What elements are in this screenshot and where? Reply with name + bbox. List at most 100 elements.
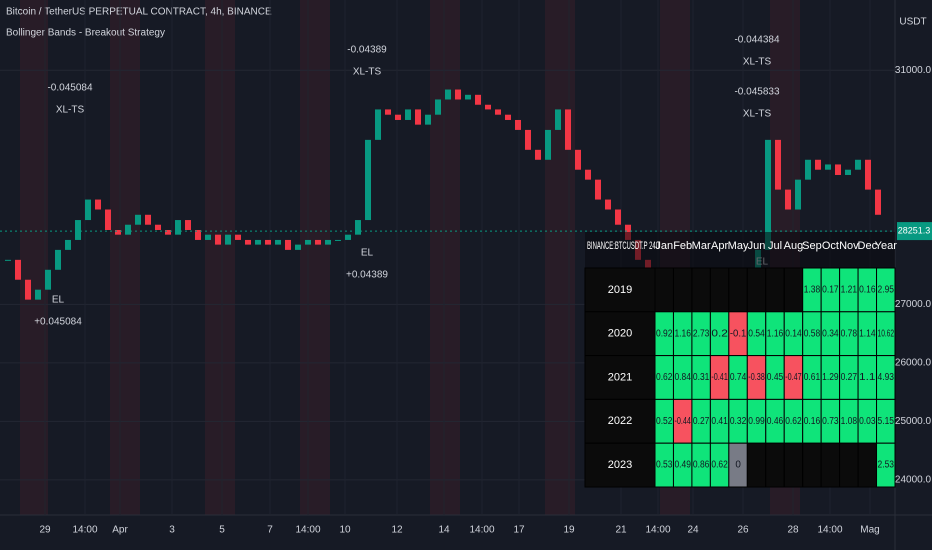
price-tick-label: 25000.0 bbox=[895, 416, 932, 427]
price-tick-label: 24000.0 bbox=[895, 475, 932, 486]
candle bbox=[845, 169, 851, 175]
table-column-header: Apr bbox=[711, 240, 728, 252]
candle bbox=[225, 234, 231, 245]
candle bbox=[855, 159, 861, 170]
table-cell bbox=[876, 442, 896, 488]
candle bbox=[465, 94, 471, 100]
table-row-label: 2020 bbox=[608, 328, 632, 340]
table-cell-value: 0.46 bbox=[767, 416, 784, 427]
table-cell-value: 0.62 bbox=[785, 416, 802, 427]
candle bbox=[615, 209, 621, 225]
candle bbox=[355, 220, 361, 235]
table-row-label-bg bbox=[584, 355, 656, 400]
table-cell bbox=[857, 442, 878, 488]
time-tick-label: 14 bbox=[438, 525, 450, 536]
last-price-label: 28251.3 bbox=[898, 225, 931, 235]
table-cell bbox=[820, 442, 841, 488]
table-cell-value: 1.1 bbox=[859, 372, 876, 383]
table-cell-value: 0.78 bbox=[841, 328, 858, 339]
candle bbox=[875, 189, 881, 215]
table-cell bbox=[765, 442, 785, 488]
table-cell-value: 1.16 bbox=[767, 328, 784, 339]
currency: USDT bbox=[899, 17, 926, 28]
candle bbox=[265, 239, 271, 245]
candle bbox=[495, 109, 501, 115]
table-cell-value: 1.08 bbox=[841, 416, 858, 427]
table-row-label: 2019 bbox=[608, 284, 632, 296]
table-column-header: Year bbox=[875, 240, 898, 252]
table-cell bbox=[783, 442, 804, 488]
table-cell-value: 0.14 bbox=[785, 328, 802, 339]
candle bbox=[385, 109, 391, 115]
time-tick-label: 14:00 bbox=[72, 525, 97, 536]
candle bbox=[395, 114, 401, 120]
table-cell-value: 1.16 bbox=[674, 328, 691, 339]
table-column-header: Mar bbox=[692, 240, 711, 252]
candle bbox=[575, 149, 581, 170]
candle bbox=[345, 234, 351, 240]
table-cell-value: 0.49 bbox=[674, 460, 691, 471]
table-cell-value: 0.53 bbox=[656, 460, 673, 471]
table-column-header: Oct bbox=[822, 240, 839, 252]
candle bbox=[35, 289, 41, 300]
table-cell-value: 0.41 bbox=[711, 416, 728, 427]
candle bbox=[825, 164, 831, 170]
candle bbox=[795, 179, 801, 210]
candle bbox=[245, 239, 251, 245]
table-cell-value: 0.17 bbox=[822, 285, 839, 296]
candle bbox=[425, 114, 431, 125]
candle bbox=[155, 224, 161, 230]
table-cell-value: 0.74 bbox=[730, 372, 747, 383]
candle bbox=[75, 220, 81, 240]
table-cell-value: 0.31 bbox=[693, 372, 710, 383]
time-tick-label: 17 bbox=[513, 525, 525, 536]
candle bbox=[365, 139, 371, 221]
table-column-header: Jun bbox=[748, 240, 766, 252]
table-cell-value: 1.38 bbox=[804, 285, 821, 296]
candle bbox=[335, 239, 341, 241]
candle bbox=[605, 199, 611, 210]
candle bbox=[455, 89, 461, 100]
table-column-header: Aug bbox=[784, 240, 804, 252]
table-cell-value: 0.58 bbox=[804, 328, 821, 339]
trade-annotation: -0.044384 bbox=[734, 35, 779, 46]
table-cell-value: -0.41 bbox=[711, 372, 728, 383]
trade-annotation: +0.045084 bbox=[34, 317, 82, 328]
time-tick-label: 14:00 bbox=[295, 525, 320, 536]
table-cell bbox=[839, 442, 859, 488]
time-tick-label: 10 bbox=[339, 525, 351, 536]
candle bbox=[5, 259, 11, 261]
table-column-header: Jan bbox=[655, 240, 673, 252]
table-cell-value: 2.53 bbox=[878, 460, 895, 471]
table-cell bbox=[728, 267, 748, 313]
table-column-header: Nov bbox=[839, 240, 859, 252]
table-cell bbox=[709, 267, 730, 313]
candle bbox=[135, 214, 141, 225]
table-cell-value: 1.14 bbox=[859, 328, 876, 339]
candle bbox=[85, 199, 91, 221]
table-header-bg bbox=[585, 232, 895, 268]
price-tick-label: 31000.0 bbox=[895, 65, 932, 76]
table-cell-value: 0.84 bbox=[674, 372, 691, 383]
time-tick-label: Apr bbox=[112, 525, 128, 536]
table-cell-value: 0.99 bbox=[748, 416, 765, 427]
table-cell-value: 0.27 bbox=[841, 372, 858, 383]
table-column-header: Jul bbox=[768, 240, 782, 252]
symbol-title: Bitcoin / TetherUS PERPETUAL CONTRACT, 4… bbox=[6, 7, 272, 18]
time-tick-label: 12 bbox=[391, 525, 403, 536]
trade-annotation: EL bbox=[361, 248, 374, 259]
candle bbox=[525, 129, 531, 150]
candle bbox=[405, 109, 411, 120]
trade-annotation: +0.04389 bbox=[346, 270, 388, 281]
candle bbox=[485, 104, 491, 110]
time-tick-label: 19 bbox=[563, 525, 575, 536]
table-cell-value: 2.73 bbox=[693, 328, 710, 339]
table-cell-value: 5.15 bbox=[878, 416, 895, 427]
table-cell-value: 0.34 bbox=[822, 328, 839, 339]
trade-annotation: -0.04389 bbox=[347, 45, 387, 56]
time-tick-label: 14:00 bbox=[645, 525, 670, 536]
candle bbox=[555, 109, 561, 130]
